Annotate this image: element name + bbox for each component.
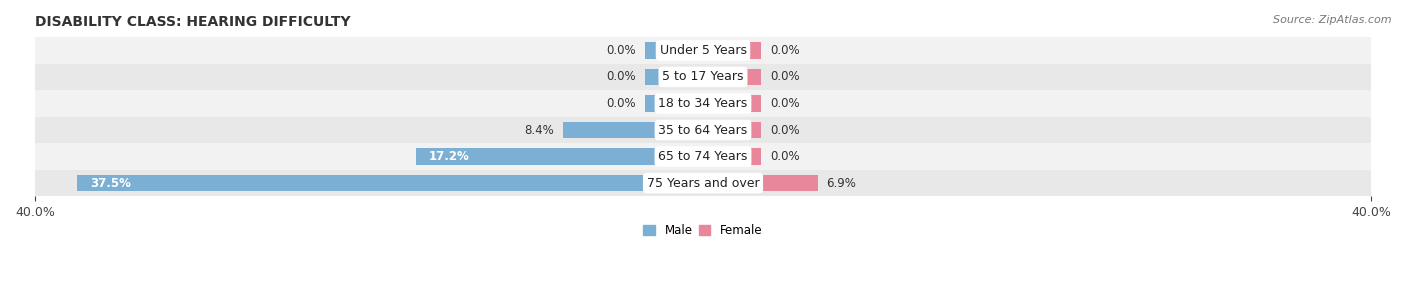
Legend: Male, Female: Male, Female (638, 219, 768, 241)
Text: 0.0%: 0.0% (770, 97, 800, 110)
Text: 0.0%: 0.0% (770, 150, 800, 163)
Bar (644, 42, 703, 59)
Bar (35, 170, 1371, 196)
Bar (703, 122, 762, 138)
Text: 0.0%: 0.0% (606, 44, 636, 57)
Bar (35, 117, 1371, 143)
Text: 65 to 74 Years: 65 to 74 Years (658, 150, 748, 163)
Text: 6.9%: 6.9% (827, 177, 856, 190)
Bar (703, 69, 762, 85)
Bar (644, 95, 703, 112)
Bar (703, 175, 818, 191)
Text: 8.4%: 8.4% (524, 124, 554, 137)
Bar (703, 95, 762, 112)
Text: Source: ZipAtlas.com: Source: ZipAtlas.com (1274, 15, 1392, 25)
Text: 0.0%: 0.0% (770, 44, 800, 57)
Text: 35 to 64 Years: 35 to 64 Years (658, 124, 748, 137)
Text: 75 Years and over: 75 Years and over (647, 177, 759, 190)
Bar (35, 37, 1371, 64)
Text: 17.2%: 17.2% (429, 150, 470, 163)
Text: 18 to 34 Years: 18 to 34 Years (658, 97, 748, 110)
Bar (416, 148, 703, 165)
Bar (644, 69, 703, 85)
Bar (562, 122, 703, 138)
Text: 0.0%: 0.0% (770, 124, 800, 137)
Text: DISABILITY CLASS: HEARING DIFFICULTY: DISABILITY CLASS: HEARING DIFFICULTY (35, 15, 350, 29)
Text: 37.5%: 37.5% (90, 177, 131, 190)
Text: 0.0%: 0.0% (606, 70, 636, 84)
Bar (35, 143, 1371, 170)
Text: 0.0%: 0.0% (770, 70, 800, 84)
Text: Under 5 Years: Under 5 Years (659, 44, 747, 57)
Bar (77, 175, 703, 191)
Text: 5 to 17 Years: 5 to 17 Years (662, 70, 744, 84)
Bar (703, 42, 762, 59)
Bar (35, 64, 1371, 90)
Text: 0.0%: 0.0% (606, 97, 636, 110)
Bar (35, 90, 1371, 117)
Bar (703, 148, 762, 165)
